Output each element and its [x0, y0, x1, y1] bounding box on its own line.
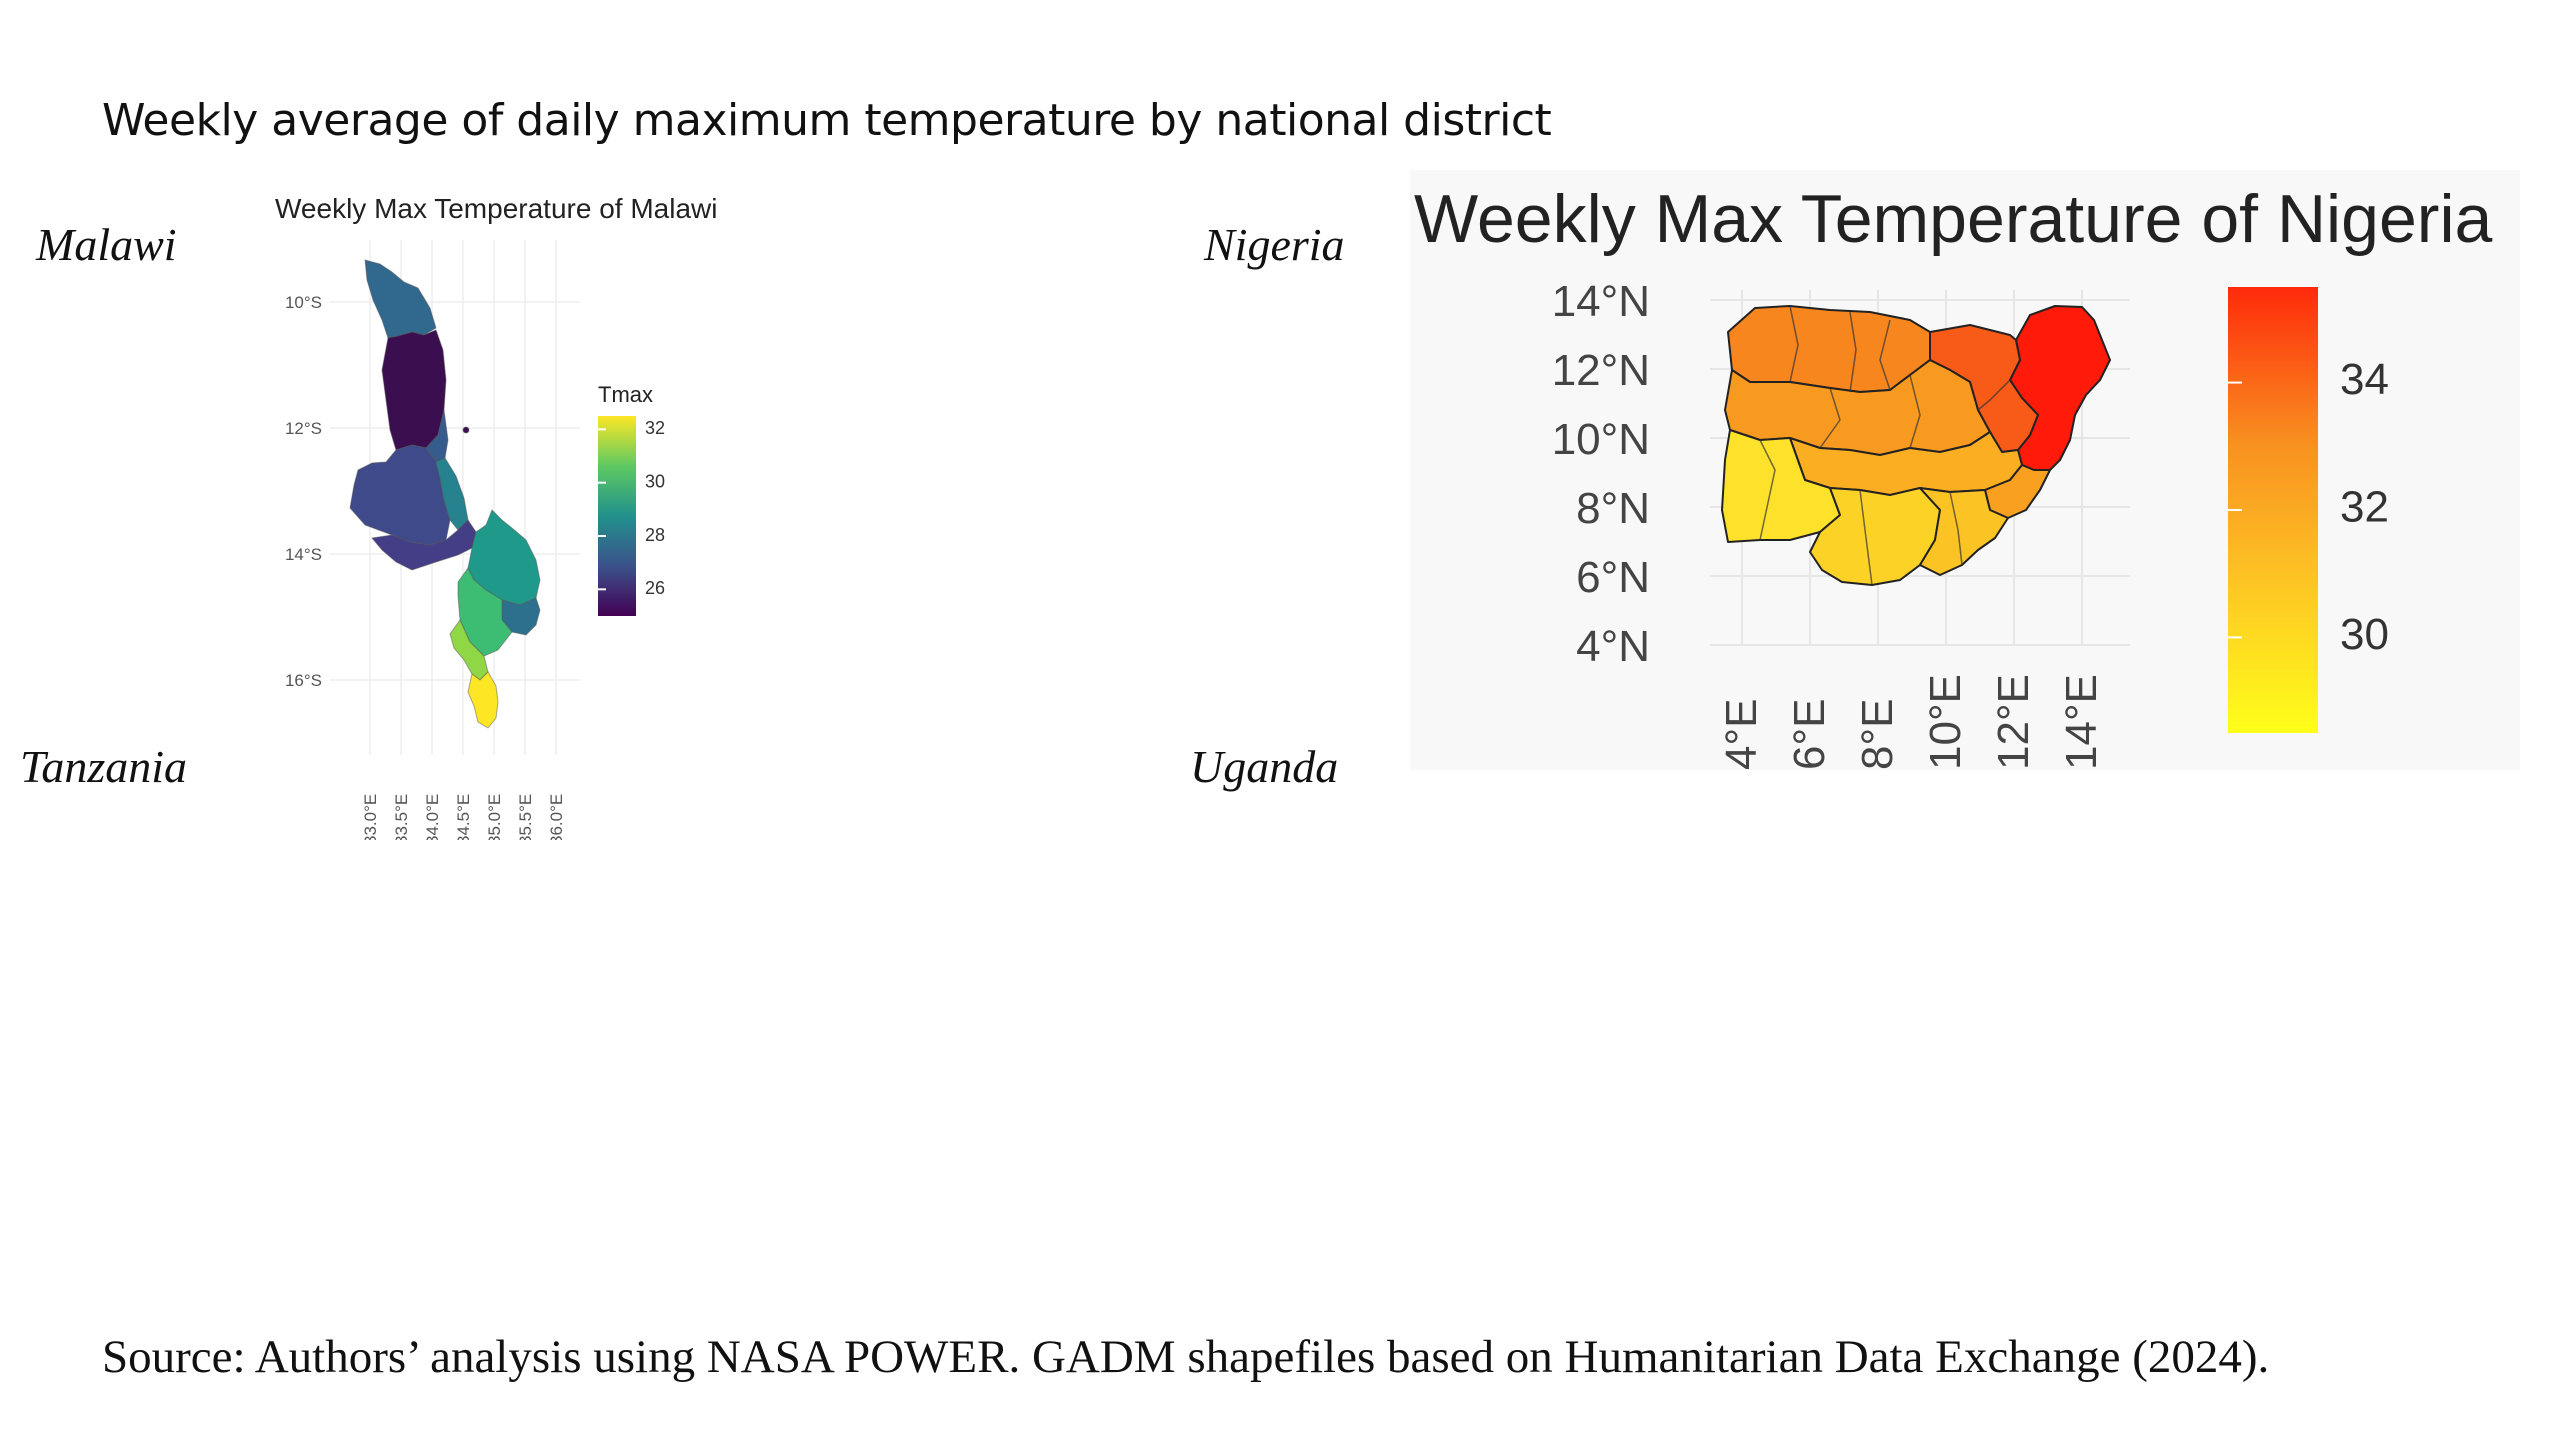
nigeria-legend-colorbar — [2228, 287, 2318, 733]
nigeria-legend-tick-label: 30 — [2340, 610, 2389, 659]
nigeria-y-tick: 12°N — [1552, 346, 1650, 395]
country-label-malawi: Malawi — [36, 219, 177, 270]
malawi-island-marker — [462, 426, 470, 434]
malawi-x-tick: 35.5°E — [516, 794, 535, 840]
malawi-legend-tick-label: 28 — [645, 525, 665, 545]
malawi-x-tick: 35.0°E — [485, 794, 504, 840]
nigeria-region-northwest — [1727, 305, 1931, 393]
nigeria-y-tick: 6°N — [1576, 553, 1650, 602]
country-label-tanzania: Tanzania — [20, 741, 188, 792]
malawi-map-title: Weekly Max Temperature of Malawi — [275, 193, 717, 224]
country-label-nigeria: Nigeria — [1204, 219, 1345, 270]
malawi-x-tick: 33.0°E — [361, 794, 380, 840]
nigeria-x-tick: 8°E — [1853, 699, 1902, 770]
nigeria-legend-tick-label: 32 — [2340, 483, 2389, 532]
malawi-region-northern — [381, 329, 447, 451]
nigeria-x-tick: 10°E — [1921, 674, 1970, 770]
malawi-map-chart: Weekly Max Temperature of Malawi 10°S 12… — [275, 193, 717, 840]
slide-title: Weekly average of daily maximum temperat… — [102, 95, 1552, 146]
nigeria-y-tick: 4°N — [1576, 622, 1650, 671]
nigeria-y-tick: 8°N — [1576, 484, 1650, 533]
malawi-y-tick: 12°S — [285, 419, 322, 438]
malawi-y-tick: 16°S — [285, 671, 322, 690]
malawi-legend-colorbar — [598, 416, 636, 616]
country-label-uganda: Uganda — [1190, 741, 1339, 792]
source-note: Source: Authors’ analysis using NASA POW… — [102, 1331, 2270, 1383]
nigeria-x-tick: 6°E — [1785, 699, 1834, 770]
nigeria-region-southeast — [1919, 487, 2009, 576]
malawi-legend-title: Tmax — [598, 382, 653, 407]
malawi-y-tick: 10°S — [285, 293, 322, 312]
nigeria-map-chart: Weekly Max Temperature of Nigeria 14°N 1… — [1410, 170, 2520, 770]
nigeria-x-tick: 14°E — [2057, 674, 2106, 770]
malawi-x-tick: 33.5°E — [392, 794, 411, 840]
malawi-x-tick: 34.0°E — [423, 794, 442, 840]
nigeria-y-tick: 14°N — [1552, 277, 1650, 326]
malawi-legend-tick-label: 32 — [645, 418, 665, 438]
malawi-x-tick: 36.0°E — [547, 794, 566, 840]
nigeria-x-tick: 4°E — [1717, 699, 1766, 770]
nigeria-map-title: Weekly Max Temperature of Nigeria — [1414, 181, 2493, 257]
nigeria-y-tick: 10°N — [1552, 415, 1650, 464]
malawi-legend-tick-label: 30 — [645, 471, 665, 491]
malawi-region-central-west — [349, 444, 451, 546]
malawi-legend-tick-label: 26 — [645, 578, 665, 598]
malawi-region-shire-highlands — [457, 567, 513, 657]
malawi-region-nsanje — [467, 671, 499, 729]
nigeria-x-tick: 12°E — [1989, 674, 2038, 770]
malawi-y-tick: 14°S — [285, 545, 322, 564]
malawi-x-tick: 34.5°E — [454, 794, 473, 840]
nigeria-legend-tick-label: 34 — [2340, 355, 2389, 404]
nigeria-state-boundaries — [1759, 305, 2011, 586]
